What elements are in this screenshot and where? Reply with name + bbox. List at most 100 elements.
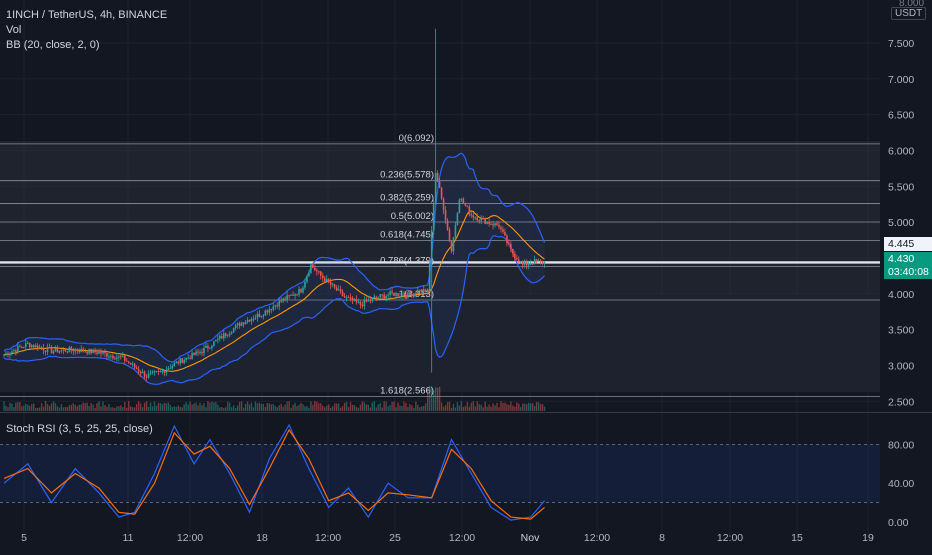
volume-bar bbox=[157, 402, 160, 411]
candle-body bbox=[173, 363, 176, 366]
volume-bar bbox=[450, 407, 453, 411]
candle-body bbox=[191, 352, 193, 359]
stoch-tick: 40.00 bbox=[888, 478, 914, 490]
volume-bar bbox=[163, 402, 166, 411]
volume-bar bbox=[225, 407, 227, 411]
price-axis[interactable]: 7.5007.0006.5006.0005.5005.0004.5004.000… bbox=[888, 38, 914, 408]
price-tick: 2.500 bbox=[888, 396, 914, 408]
volume-bar bbox=[248, 404, 251, 411]
volume-bar bbox=[429, 385, 431, 411]
volume-bar bbox=[272, 404, 274, 411]
candle-body bbox=[409, 292, 411, 295]
candle-body bbox=[127, 361, 130, 363]
volume-bar bbox=[149, 402, 152, 411]
candle-body bbox=[137, 369, 140, 372]
volume-bar bbox=[375, 407, 377, 411]
symbol-title[interactable]: 1INCH / TetherUS, 4h, BINANCE bbox=[6, 9, 168, 21]
candle-body bbox=[84, 351, 86, 353]
volume-bar bbox=[5, 405, 7, 411]
candle-body bbox=[290, 294, 292, 296]
candle-body bbox=[52, 351, 55, 354]
candle-body bbox=[165, 369, 168, 373]
volume-bar bbox=[290, 407, 292, 411]
volume-bar bbox=[504, 402, 506, 411]
volume-bar bbox=[496, 403, 498, 411]
fib-zone-upper bbox=[0, 141, 880, 295]
volume-bar bbox=[165, 403, 168, 411]
volume-bar bbox=[397, 402, 399, 411]
volume-bar bbox=[371, 402, 373, 411]
candle-body bbox=[403, 294, 405, 296]
vol-indicator-label[interactable]: Vol bbox=[6, 24, 22, 36]
candle-body bbox=[462, 198, 465, 204]
volume-bar bbox=[355, 407, 358, 411]
candle-body bbox=[151, 371, 154, 373]
volume-bar bbox=[316, 401, 318, 411]
volume-bar bbox=[215, 402, 217, 411]
volume-bar bbox=[135, 404, 138, 411]
candle-body bbox=[48, 347, 51, 349]
stoch-rsi-label[interactable]: Stoch RSI (3, 5, 25, 25, close) bbox=[6, 423, 153, 435]
currency-label[interactable]: USDT bbox=[891, 7, 927, 20]
volume-bar bbox=[260, 403, 263, 411]
candle-body bbox=[110, 355, 112, 357]
bb-indicator-label[interactable]: BB (20, close, 2, 0) bbox=[6, 39, 100, 51]
candle-body bbox=[413, 293, 415, 297]
volume-bar bbox=[522, 403, 524, 411]
candle-body bbox=[274, 305, 277, 307]
volume-bar bbox=[476, 401, 478, 411]
volume-bar bbox=[242, 407, 245, 411]
candle-body bbox=[345, 297, 348, 299]
volume-bar bbox=[510, 401, 512, 411]
candle-body bbox=[175, 361, 178, 364]
volume-bar bbox=[405, 402, 407, 411]
volume-bar bbox=[490, 406, 492, 411]
volume-bar bbox=[244, 403, 247, 411]
candle-body bbox=[34, 345, 37, 348]
candle-body bbox=[80, 348, 83, 353]
volume-bar bbox=[369, 407, 371, 411]
candle-body bbox=[321, 275, 324, 279]
volume-bar bbox=[17, 401, 19, 411]
candle-body bbox=[66, 351, 69, 353]
time-tick: 15 bbox=[791, 532, 803, 544]
volume-bar bbox=[141, 407, 144, 411]
fib-label: 0.786(4.379) bbox=[380, 256, 434, 267]
volume-bar bbox=[7, 407, 9, 411]
time-axis[interactable]: 5 11 12:00 18 12:00 25 12:00 Nov 12:00 8 12:00 15 19 bbox=[21, 532, 874, 544]
candle-body bbox=[116, 357, 118, 359]
candle-body bbox=[70, 347, 73, 351]
candle-body bbox=[383, 294, 385, 299]
time-tick: 12:00 bbox=[177, 532, 203, 544]
volume-bar bbox=[312, 404, 314, 411]
candle-body bbox=[42, 348, 45, 351]
candle-body bbox=[135, 367, 138, 370]
candle-body bbox=[56, 348, 59, 353]
volume-bar bbox=[432, 391, 435, 411]
volume-bar bbox=[298, 404, 300, 411]
volume-bar bbox=[246, 401, 249, 411]
candle-body bbox=[24, 343, 27, 347]
volume-bar bbox=[169, 404, 172, 411]
time-tick: Nov bbox=[521, 532, 540, 544]
volume-bar bbox=[506, 404, 508, 411]
candle-body bbox=[141, 371, 144, 374]
volume-bar bbox=[52, 401, 55, 411]
candle-body bbox=[38, 347, 41, 349]
volume-bar bbox=[181, 407, 183, 411]
candle-body bbox=[213, 341, 215, 346]
candle-body bbox=[407, 292, 409, 298]
volume-bar bbox=[537, 402, 540, 411]
candle-body bbox=[442, 198, 445, 211]
volume-bar bbox=[322, 405, 324, 411]
volume-bar bbox=[415, 401, 417, 411]
volume-bar bbox=[256, 403, 259, 411]
candle-body bbox=[106, 353, 108, 357]
volume-bar bbox=[304, 406, 306, 411]
candle-body bbox=[385, 295, 387, 299]
candle-body bbox=[440, 187, 443, 199]
candle-body bbox=[28, 343, 31, 347]
candle-body bbox=[422, 289, 425, 293]
